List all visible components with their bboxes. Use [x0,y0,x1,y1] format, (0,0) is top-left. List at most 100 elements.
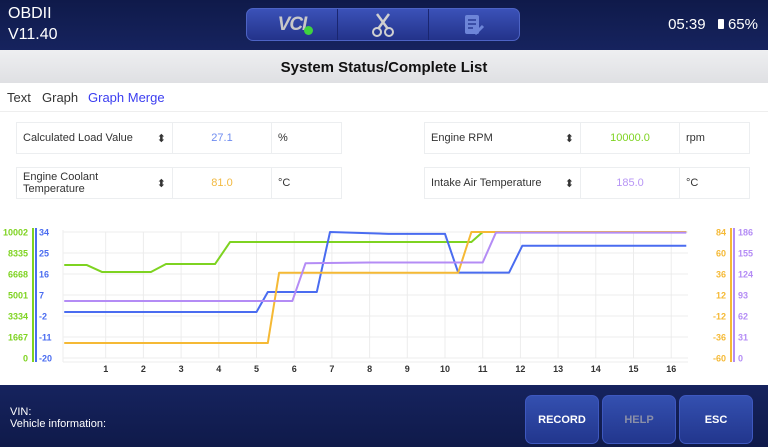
tab-text[interactable]: Text [7,90,31,105]
vehicle-info-label: Vehicle information: [10,418,106,430]
param-name: Engine Coolant Temperature [23,171,99,195]
battery-level: 65% [727,16,758,33]
vehicle-info: VIN: Vehicle information: [10,406,106,430]
x-tick-label: 11 [478,364,488,374]
series-line [64,231,687,314]
app-info: OBDII V11.40 [8,3,58,45]
y-tick-label: -36 [713,333,726,343]
merged-graph: 1 2 3 4 5 6 7 8 9 10 11 12 13 14 15 1601667333450016668… [3,228,753,375]
vci-label: VCI [277,13,308,35]
y-tick-label: 186 [738,228,753,238]
series-line [64,231,687,345]
status-bar: 05:39 65% [668,16,758,33]
sort-icon: ⬍ [156,177,166,190]
tab-graph[interactable]: Graph [42,90,79,105]
x-tick-label: 13 [553,364,563,374]
param-row: Engine Coolant Temperature ⬍ 81.0 °C [16,167,342,199]
param-selector[interactable]: Engine Coolant Temperature ⬍ [17,168,173,198]
y-tick-label: -12 [713,312,726,322]
x-tick-label: 16 [666,364,676,374]
param-unit: °C [278,177,291,189]
y-tick-label: -2 [39,312,47,322]
param-name: Engine RPM [431,132,493,144]
vci-button[interactable]: VCI [247,9,338,40]
x-tick-label: 4 [216,364,221,374]
x-tick-label: 14 [591,364,601,374]
param-selector[interactable]: Calculated Load Value ⬍ [17,123,173,153]
x-tick-label: 10 [440,364,450,374]
x-tick-label: 7 [329,364,334,374]
record-button[interactable]: RECORD [525,395,599,444]
y-tick-label: 36 [716,270,726,280]
vin-label: VIN: [10,406,32,418]
y-tick-label: 155 [738,249,753,259]
battery-icon [717,19,724,29]
param-value: 185.0 [581,168,680,198]
x-tick-label: 1 [103,364,108,374]
series-line [64,231,687,273]
x-tick-label: 15 [628,364,638,374]
x-tick-label: 8 [367,364,372,374]
y-tick-label: 124 [738,270,753,280]
toolbar: VCI [246,8,520,41]
param-row: Intake Air Temperature ⬍ 185.0 °C [424,167,750,199]
x-tick-label: 6 [292,364,297,374]
y-tick-label: 84 [716,228,726,238]
notes-button[interactable] [429,9,519,40]
y-tick-label: 0 [23,354,28,364]
y-tick-label: 60 [716,249,726,259]
esc-button[interactable]: ESC [679,395,753,444]
y-tick-label: 0 [738,354,743,364]
param-row: Calculated Load Value ⬍ 27.1 % [16,122,342,154]
y-tick-label: 25 [39,249,49,259]
param-value: 81.0 [173,168,272,198]
sort-icon: ⬍ [564,132,574,145]
vci-connected-icon: VCI [277,13,314,36]
clock: 05:39 [668,16,706,33]
x-tick-label: 2 [141,364,146,374]
y-tick-label: -60 [713,354,726,364]
sort-icon: ⬍ [564,177,574,190]
app-name: OBDII [8,5,52,22]
page-title: System Status/Complete List [0,50,768,83]
y-tick-label: 62 [738,312,748,322]
y-tick-label: 16 [39,270,49,280]
param-value: 10000.0 [581,123,680,153]
scissors-icon [372,12,394,37]
x-tick-label: 5 [254,364,259,374]
x-tick-label: 12 [515,364,525,374]
sort-icon: ⬍ [156,132,166,145]
y-tick-label: 10002 [3,228,28,238]
y-tick-label: 5001 [8,291,28,301]
scissors-button[interactable] [338,9,429,40]
param-name: Calculated Load Value [23,132,133,144]
param-name: Intake Air Temperature [431,177,542,189]
param-selector[interactable]: Engine RPM ⬍ [425,123,581,153]
param-row: Engine RPM ⬍ 10000.0 rpm [424,122,750,154]
y-tick-label: 3334 [8,312,28,322]
y-tick-label: 12 [716,291,726,301]
x-tick-label: 9 [405,364,410,374]
param-value: 27.1 [173,123,272,153]
y-tick-label: 31 [738,333,748,343]
series-line [64,231,687,303]
tab-graph-merge[interactable]: Graph Merge [88,90,165,105]
app-version: V11.40 [8,26,58,43]
y-tick-label: 7 [39,291,44,301]
y-tick-label: -11 [39,333,52,343]
y-tick-label: 6668 [8,270,28,280]
y-tick-label: -20 [39,354,52,364]
y-tick-label: 1667 [8,333,28,343]
param-unit: °C [686,177,699,189]
footer: VIN: Vehicle information: RECORD HELP ES… [0,385,768,447]
param-unit: rpm [686,132,705,144]
x-tick-label: 3 [179,364,184,374]
y-tick-label: 34 [39,228,49,238]
y-tick-label: 8335 [8,249,28,259]
param-selector[interactable]: Intake Air Temperature ⬍ [425,168,581,198]
y-tick-label: 93 [738,291,748,301]
notes-icon [465,14,485,35]
view-tabs: Text Graph Graph Merge [0,83,768,112]
help-button[interactable]: HELP [602,395,676,444]
top-header: OBDII V11.40 VCI 05:39 65% [0,0,768,50]
